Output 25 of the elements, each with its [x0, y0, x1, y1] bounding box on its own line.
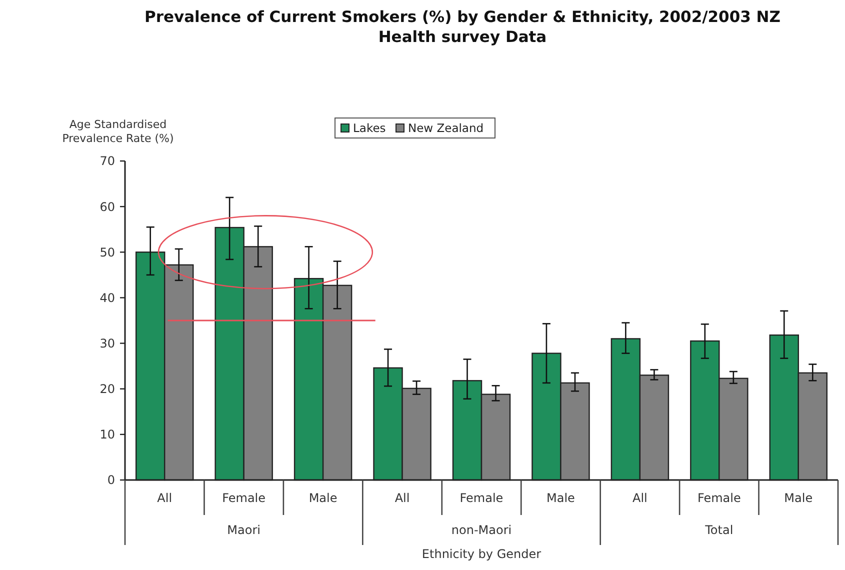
text: Maori [227, 523, 260, 537]
y-tick-label: 70 [100, 154, 115, 168]
y-tick-label: 0 [107, 473, 115, 488]
y-tick-label: 40 [100, 290, 115, 305]
legend-label: Lakes [353, 121, 386, 135]
y-tick-label: 20 [100, 382, 115, 396]
x-tick-label: Male [784, 491, 813, 505]
y-tick-label: 10 [100, 428, 115, 442]
x-tick-label: All [632, 491, 648, 505]
x-tick-label: Female [460, 491, 504, 505]
x-tick-label: Female [222, 491, 266, 505]
x-tick-label: Male [546, 491, 575, 505]
x-tick-label: Female [697, 491, 741, 505]
legend-label: New Zealand [408, 121, 484, 135]
text: Total [704, 523, 734, 537]
y-tick-label: 50 [100, 245, 115, 260]
x-tick-label: Male [308, 491, 338, 505]
x-axis-title: Ethnicity by Gender [422, 547, 542, 561]
x-tick-label: All [394, 491, 410, 505]
y-tick-label: 60 [100, 200, 115, 214]
y-axis-title: Age Standardised Prevalence Rate (%) [62, 118, 174, 145]
y-tick-label: 30 [100, 336, 115, 350]
text: non-Maori [451, 523, 512, 537]
x-tick-label: All [157, 491, 172, 505]
chart-title: Prevalence of Current Smokers (%) by Gender & Ethnicity, 2002/2003 NZ Health survey Data [144, 8, 781, 46]
